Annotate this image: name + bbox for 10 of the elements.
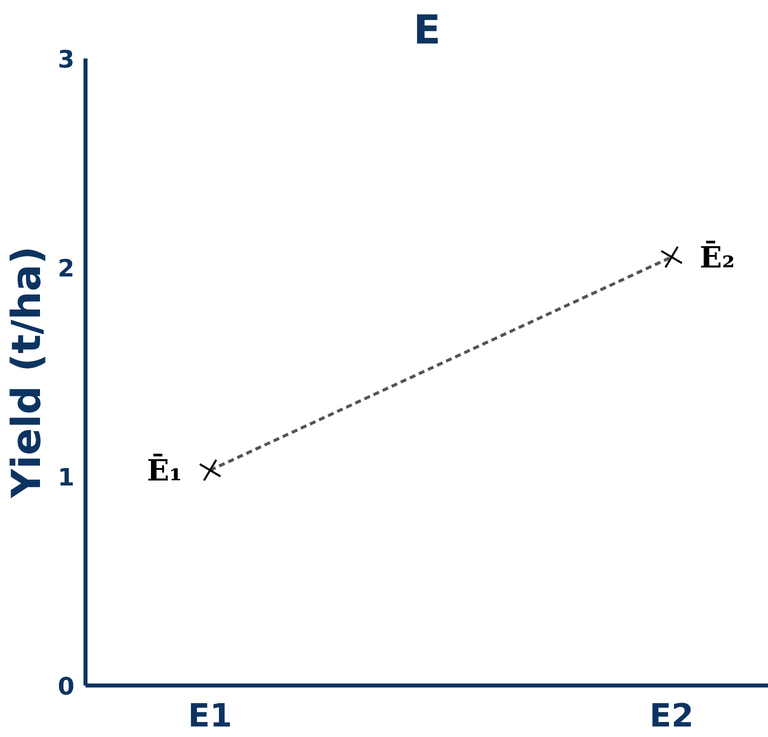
y-tick-label: 1	[58, 464, 75, 492]
y-tick-label: 2	[58, 254, 75, 282]
x-tick-label: E2	[650, 696, 694, 734]
y-tick-label: 0	[58, 672, 75, 700]
y-axis-title: Yield (t/ha)	[4, 246, 50, 499]
x-tick-label: E1	[188, 696, 232, 734]
y-tick-label: 3	[58, 46, 75, 74]
chart-title: E	[413, 8, 441, 54]
annotation: Ē₁	[146, 452, 182, 488]
annotation: Ē₂	[700, 240, 735, 275]
